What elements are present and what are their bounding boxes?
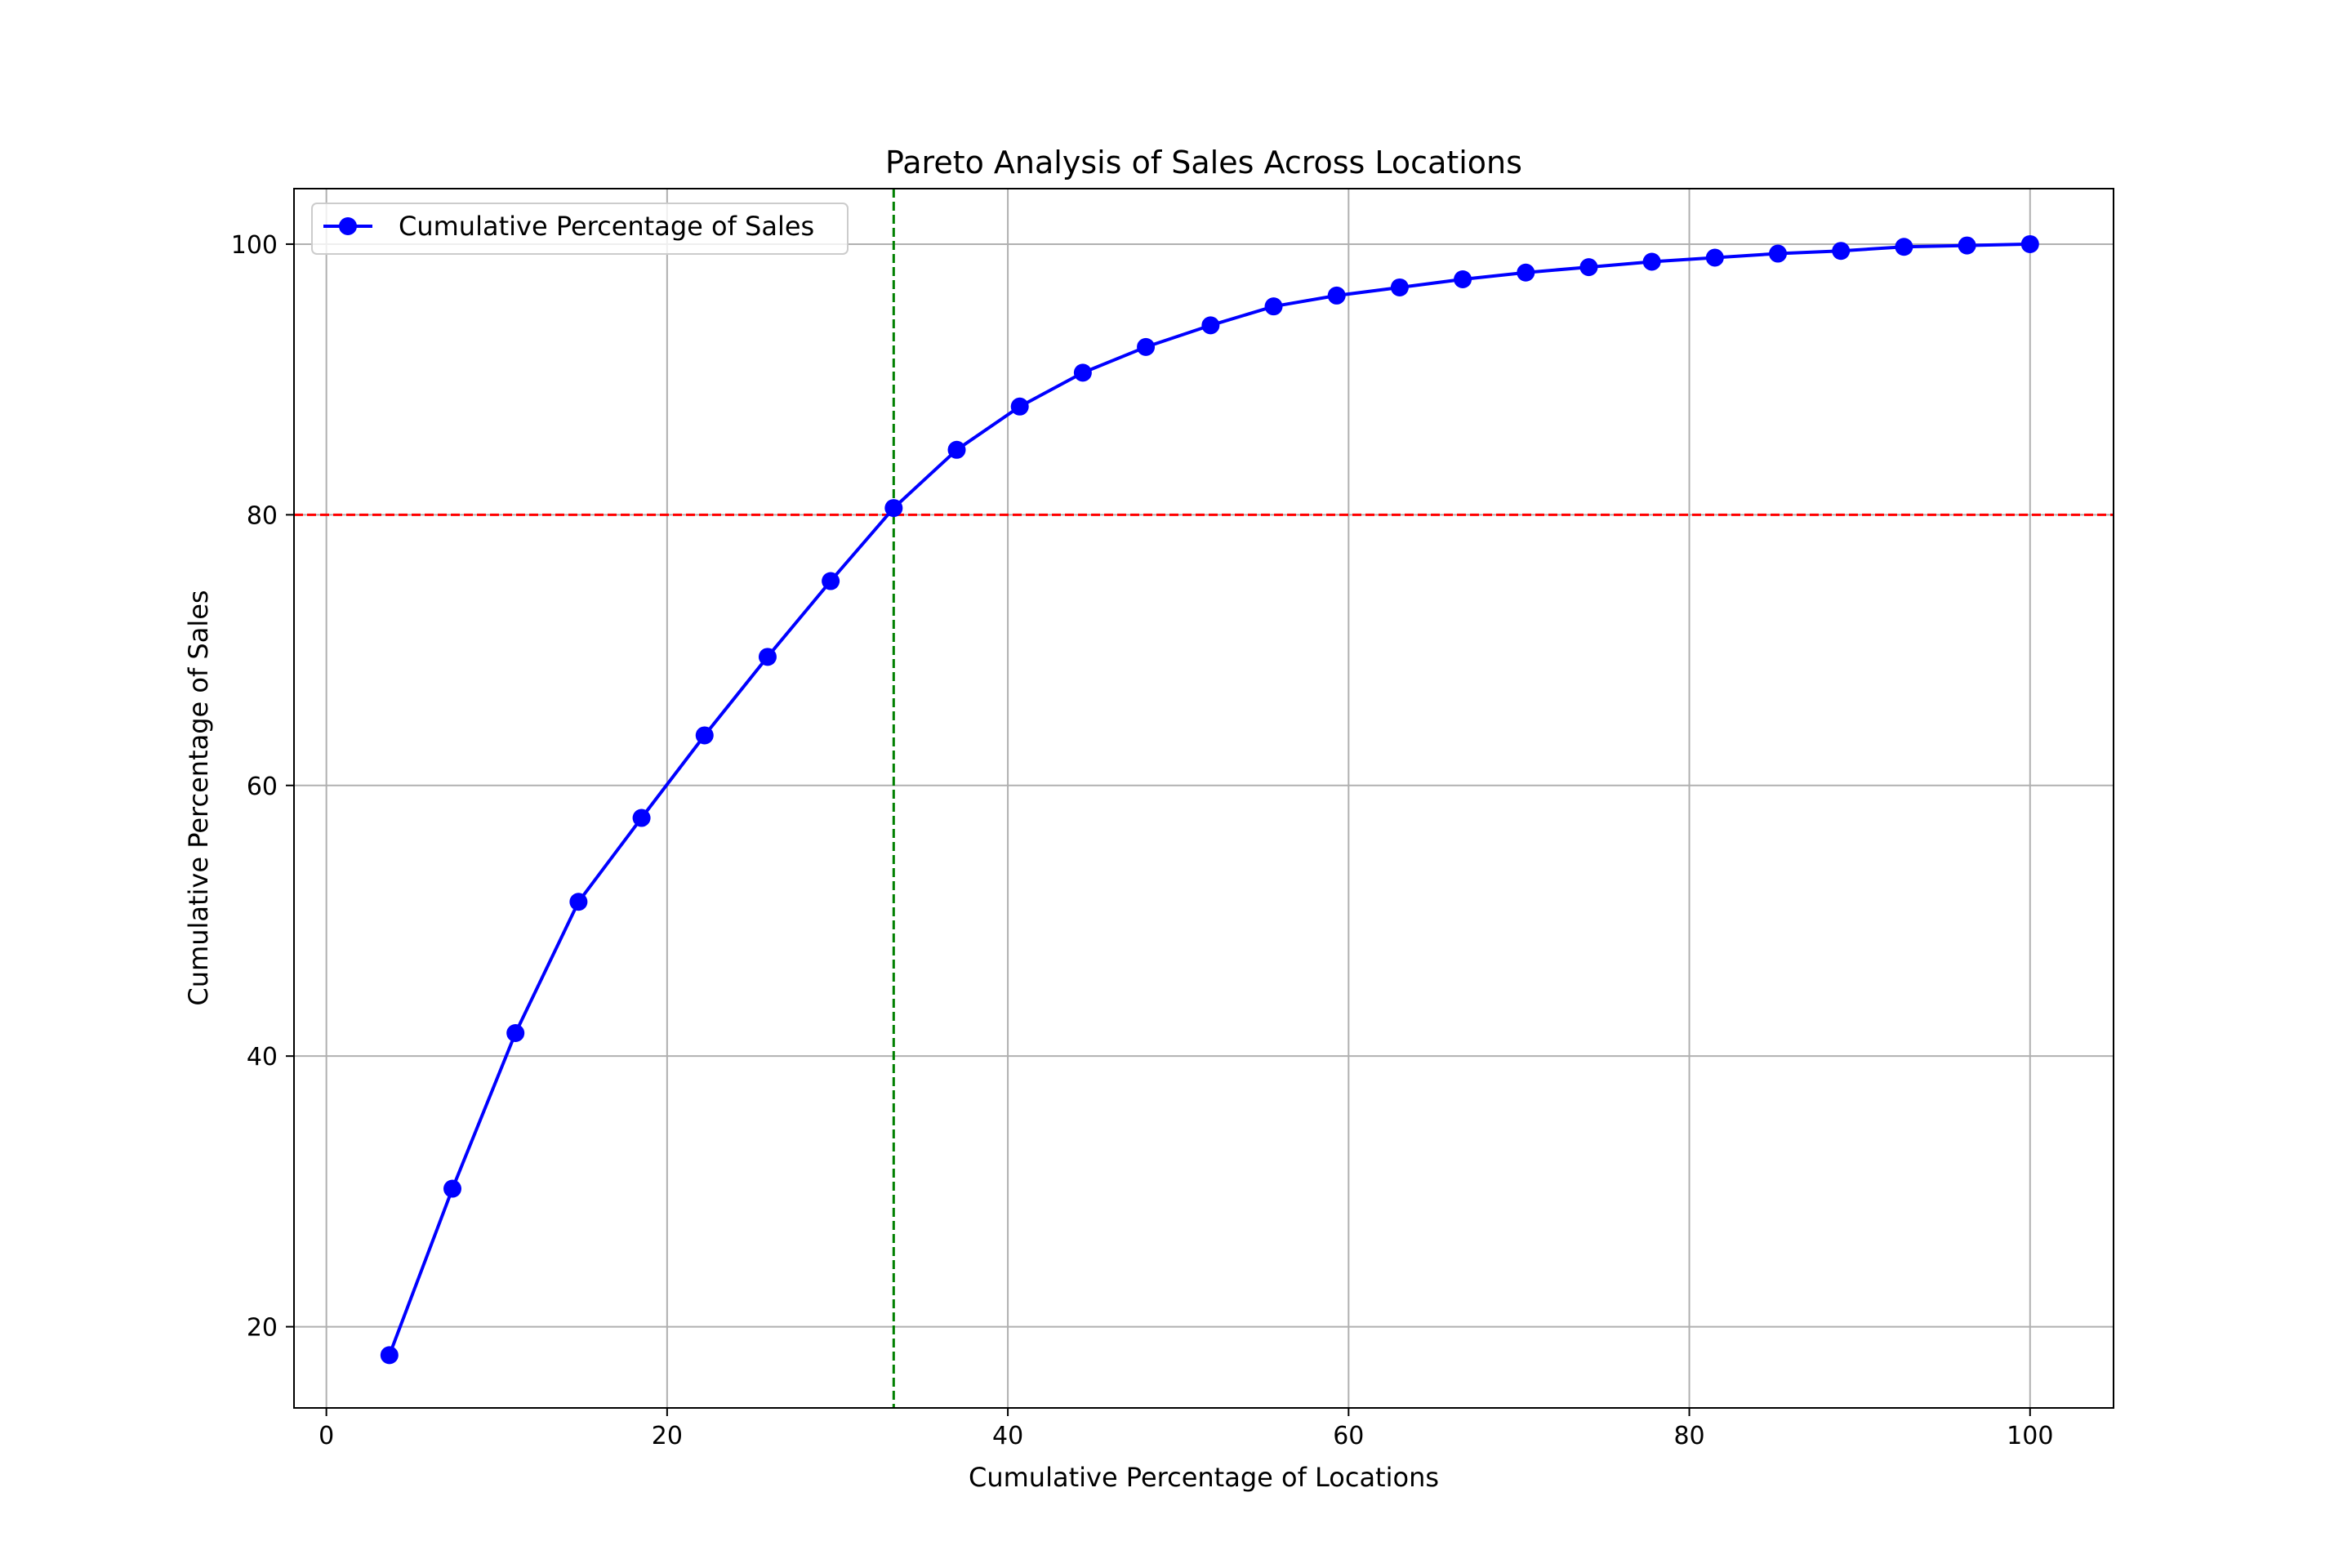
legend: Cumulative Percentage of Sales bbox=[311, 203, 849, 255]
data-point bbox=[1201, 316, 1220, 335]
x-tick-label: 100 bbox=[2007, 1422, 2053, 1450]
axis-ticks: 0 20 40 60 80 100 20 40 60 80 100 bbox=[231, 231, 2054, 1450]
data-point bbox=[1895, 238, 1913, 256]
data-point bbox=[822, 572, 840, 590]
data-point bbox=[506, 1023, 525, 1042]
series-layer bbox=[380, 234, 2039, 1365]
data-point bbox=[758, 648, 777, 666]
data-point bbox=[1642, 252, 1661, 271]
data-point bbox=[2020, 234, 2039, 253]
data-point bbox=[1769, 244, 1788, 263]
data-point bbox=[569, 893, 588, 911]
x-tick-label: 80 bbox=[1673, 1422, 1704, 1450]
data-point bbox=[1073, 363, 1092, 382]
plot-frame bbox=[293, 188, 2114, 1409]
y-axis-label: Cumulative Percentage of Sales bbox=[183, 590, 214, 1005]
legend-box bbox=[311, 203, 849, 255]
data-point bbox=[1454, 270, 1472, 289]
data-point bbox=[1264, 297, 1283, 316]
data-point bbox=[695, 726, 714, 745]
data-point bbox=[1958, 236, 1976, 255]
data-point bbox=[947, 440, 966, 459]
data-point bbox=[1517, 263, 1535, 282]
data-point bbox=[1390, 278, 1409, 296]
x-tick-label: 0 bbox=[318, 1422, 334, 1450]
x-tick-label: 60 bbox=[1333, 1422, 1364, 1450]
chart-title: Pareto Analysis of Sales Across Location… bbox=[885, 145, 1522, 180]
plot-area-background bbox=[294, 189, 2114, 1408]
data-point bbox=[443, 1179, 462, 1198]
data-point bbox=[1010, 397, 1029, 416]
data-point bbox=[1137, 337, 1156, 356]
x-tick-label: 20 bbox=[652, 1422, 683, 1450]
data-point bbox=[1832, 242, 1851, 261]
x-tick-label: 40 bbox=[992, 1422, 1023, 1450]
reference-lines bbox=[294, 189, 2114, 1408]
data-point bbox=[1705, 248, 1724, 267]
x-axis-label: Cumulative Percentage of Locations bbox=[969, 1462, 1439, 1493]
y-tick-label: 80 bbox=[247, 501, 278, 530]
y-tick-label: 100 bbox=[231, 231, 278, 260]
data-point bbox=[632, 808, 651, 827]
y-tick-label: 20 bbox=[247, 1314, 278, 1343]
y-tick-label: 40 bbox=[247, 1043, 278, 1071]
data-point bbox=[1327, 286, 1346, 305]
data-point bbox=[380, 1346, 399, 1365]
legend-marker-sample bbox=[339, 217, 357, 235]
data-point bbox=[1579, 258, 1598, 277]
legend-label: Cumulative Percentage of Sales bbox=[399, 211, 814, 242]
y-tick-label: 60 bbox=[247, 773, 278, 801]
data-point bbox=[884, 499, 903, 518]
